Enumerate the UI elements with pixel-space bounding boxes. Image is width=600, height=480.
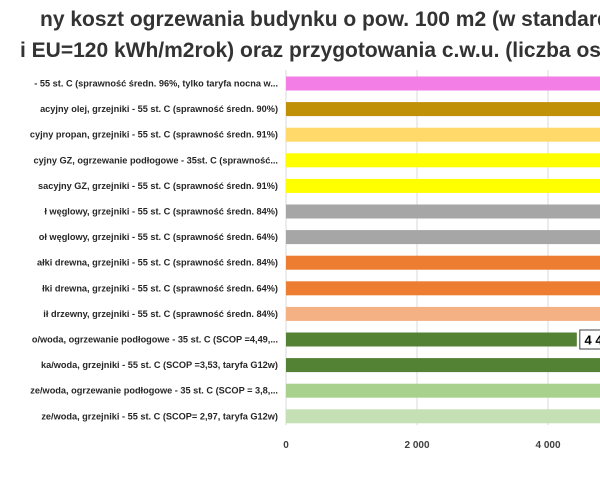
bar-4 [286, 178, 600, 193]
category-label-13: ze/woda, grzejniki - 55 st. C (SCOP= 2,9… [41, 411, 278, 421]
bar-2 [286, 127, 600, 142]
category-label-9: ił drzewny, grzejniki - 55 st. C (sprawn… [43, 309, 278, 319]
category-label-4: sacyjny GZ, grzejniki - 55 st. C (sprawn… [38, 181, 278, 191]
chart-title-line-2: i EU=120 kWh/m2rok) oraz przygotowania c… [20, 39, 600, 62]
category-label-11: ka/woda, grzejniki - 55 st. C (SCOP =3,5… [41, 360, 278, 370]
data-label-box-10 [579, 329, 600, 350]
bar-1 [286, 102, 600, 117]
x-tick-label-2: 4 000 [535, 440, 560, 451]
category-label-7: ałki drewna, grzejniki - 55 st. C (spraw… [37, 258, 278, 268]
category-label-6: oł węglowy, grzejniki - 55 st. C (sprawn… [39, 232, 278, 242]
category-label-5: ł węglowy, grzejniki - 55 st. C (sprawno… [44, 207, 278, 217]
chart-title-line-1: ny koszt ogrzewania budynku o pow. 100 m… [40, 8, 600, 31]
bar-5 [286, 204, 600, 219]
category-label-2: cyjny propan, grzejniki - 55 st. C (spra… [30, 130, 278, 140]
bar-0 [286, 76, 600, 91]
category-label-1: acyjny olej, grzejniki - 55 st. C (spraw… [40, 104, 278, 114]
data-label-10: 4 440 [585, 333, 600, 348]
category-label-10: o/woda, ogrzewanie podłogowe - 35 st. C … [32, 335, 278, 345]
bar-9 [286, 306, 600, 321]
category-label-3: cyjny GZ, ogrzewanie podłogowe - 35st. C… [33, 155, 278, 165]
category-label-12: ze/woda, ogrzewanie podłogowe - 35 st. C… [30, 386, 278, 396]
bar-3 [286, 153, 600, 168]
bar-6 [286, 230, 600, 245]
bar-8 [286, 281, 600, 296]
category-label-8: łki drewna, grzejniki - 55 st. C (sprawn… [42, 283, 278, 293]
bar-7 [286, 255, 600, 270]
x-tick-label-0: 0 [283, 440, 289, 451]
x-tick-label-1: 2 000 [404, 440, 429, 451]
bar-10 [286, 332, 577, 347]
bar-12 [286, 383, 600, 398]
category-label-0: - 55 st. C (sprawność średn. 96%, tylko … [34, 79, 278, 89]
chart-title: ny koszt ogrzewania budynku o pow. 100 m… [0, 4, 600, 66]
bar-11 [286, 358, 600, 373]
bar-13 [286, 409, 600, 424]
